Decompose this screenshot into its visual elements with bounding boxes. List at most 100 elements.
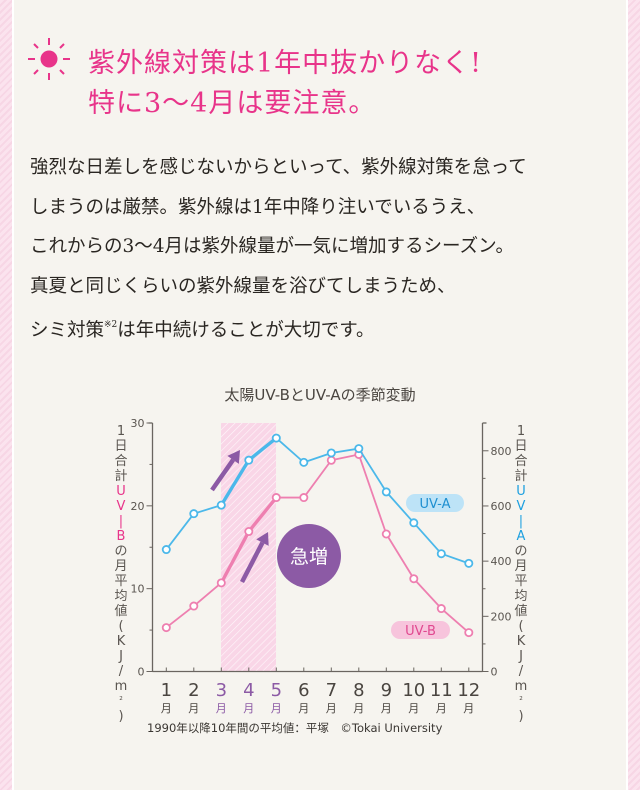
axis-label-char: 計: [114, 469, 128, 484]
chart-title: 太陽UV-BとUV-Aの季節変動: [224, 386, 416, 404]
right-axis-tick-label: 0: [491, 666, 498, 679]
body-line: 真夏と同じくらいの紫外線量を浴びてしまうため、: [30, 275, 456, 297]
x-tick-unit: 月: [326, 702, 337, 715]
x-tick-number: 11: [430, 680, 453, 701]
left-axis-tick-label: 20: [131, 500, 145, 513]
axis-label-char: /: [518, 664, 524, 679]
axis-label-char: J: [519, 649, 523, 664]
x-tick-number: 8: [353, 680, 364, 701]
right-axis-tick-label: 800: [491, 445, 512, 458]
axis-label-char: /: [118, 664, 124, 679]
x-tick-number: 2: [188, 680, 199, 701]
svg-text:UV-A: UV-A: [420, 497, 451, 512]
x-tick-number: 10: [402, 680, 425, 701]
axis-label-char: ²: [119, 696, 123, 706]
axis-label-char: |: [518, 514, 524, 529]
axis-label-char: 計: [514, 469, 528, 484]
legend-uv-a: UV-A: [406, 494, 464, 512]
axis-label-char: 合: [114, 454, 128, 469]
svg-text:急増: 急増: [290, 546, 328, 568]
right-axis-tick-label: 600: [491, 500, 512, 513]
footnote-marker: ※2: [104, 320, 118, 330]
headline-line-2: 特に3〜4月は要注意。: [88, 88, 377, 119]
right-axis-label: 1 日合計 U V | A の月平均値(K J / m ²): [512, 424, 530, 724]
axis-label-char: V: [516, 499, 526, 514]
axis-label-char: m: [514, 679, 528, 694]
x-tick-unit: 月: [353, 702, 364, 715]
axis-label-char: 日: [114, 439, 128, 454]
axis-label-char: 月: [114, 559, 128, 574]
axis-label-char: 平: [514, 574, 528, 589]
left-axis-label: 1 日合計 U V | B の月平均値(K J / m ²): [112, 424, 130, 724]
axis-label-char: B: [116, 529, 126, 544]
axis-label-char: 月: [514, 559, 528, 574]
x-tick-unit: 月: [243, 702, 254, 715]
axis-label-char: 1: [516, 424, 526, 439]
axis-label-char: 値: [514, 604, 528, 619]
x-tick-number: 6: [298, 680, 309, 701]
axis-label-char: V: [116, 499, 126, 514]
left-axis-tick-label: 10: [131, 583, 145, 596]
left-axis-tick-label: 30: [131, 417, 145, 430]
headline-line-1: 紫外線対策は1年中抜かりなく!: [88, 48, 483, 79]
chart-source-note: 1990年以降10年間の平均値：平塚 ©Tokai University: [147, 721, 443, 735]
axis-label-char: の: [514, 544, 528, 559]
x-tick-number: 3: [216, 680, 227, 701]
right-axis-tick-label: 200: [491, 610, 512, 623]
paper-background: [12, 0, 628, 790]
axis-label-char: (: [518, 619, 524, 634]
x-tick-unit: 月: [463, 702, 474, 715]
axis-label-char: 合: [514, 454, 528, 469]
headline: 紫外線対策は1年中抜かりなく! 特に3〜4月は要注意。: [0, 0, 640, 130]
x-tick-number: 5: [271, 680, 282, 701]
x-tick-unit: 月: [216, 702, 227, 715]
axis-label-char: U: [516, 484, 526, 499]
right-axis-tick-label: 400: [491, 555, 512, 568]
body-text-fragment: は年中続けることが大切です。: [117, 320, 375, 341]
axis-label-char: 平: [114, 574, 128, 589]
axis-label-char: ): [118, 709, 124, 724]
series-uv-a: [161, 433, 474, 568]
x-tick-number: 12: [457, 680, 480, 701]
x-tick-unit: 月: [436, 702, 447, 715]
x-tick-number: 9: [381, 680, 392, 701]
axis-label-char: U: [116, 484, 126, 499]
x-tick-unit: 月: [381, 702, 392, 715]
axis-label-char: J: [119, 649, 123, 664]
body-line: シミ対策※2は年中続けることが大切です。: [30, 306, 620, 351]
surge-badge: 急増: [277, 524, 341, 588]
x-tick-unit: 月: [298, 702, 309, 715]
body-text-fragment: シミ対策: [30, 320, 105, 341]
svg-text:UV-B: UV-B: [405, 624, 436, 639]
x-tick-number: 1: [161, 680, 172, 701]
x-tick-unit: 月: [161, 702, 172, 715]
body-line: しまうのは厳禁。紫外線は1年中降り注いでいるうえ、: [30, 196, 486, 218]
increase-arrow-icon: [210, 450, 240, 492]
axis-label-char: ²: [519, 696, 523, 706]
axis-label-char: 1: [116, 424, 126, 439]
x-tick-number: 4: [243, 680, 254, 701]
axis-label-char: 均: [514, 589, 528, 604]
x-tick-unit: 月: [188, 702, 199, 715]
axis-label-char: m: [114, 679, 128, 694]
axis-label-char: 値: [114, 604, 128, 619]
x-tick-unit: 月: [271, 702, 282, 715]
axis-label-char: K: [116, 634, 126, 649]
axis-label-char: A: [516, 529, 526, 544]
legend-uv-b: UV-B: [391, 621, 450, 639]
body-line: これからの3〜4月は紫外線量が一気に増加するシーズン。: [30, 236, 515, 257]
body-line: 強烈な日差しを感じないからといって、紫外線対策を怠って: [30, 157, 527, 178]
sun-icon: [28, 38, 70, 80]
left-axis-tick-label: 0: [138, 666, 145, 679]
axis-label-char: 日: [514, 439, 528, 454]
axis-label-char: の: [114, 544, 128, 559]
body-paragraph: 強烈な日差しを感じないからといって、紫外線対策を怠って しまうのは厳禁。紫外線は…: [30, 148, 620, 351]
x-tick-number: 7: [326, 680, 337, 701]
increase-arrow-icon: [240, 532, 269, 584]
axis-label-char: (: [118, 619, 124, 634]
axis-label-char: K: [516, 634, 526, 649]
x-tick-unit: 月: [408, 702, 419, 715]
axis-label-char: ): [518, 709, 524, 724]
axis-label-char: 均: [114, 589, 128, 604]
